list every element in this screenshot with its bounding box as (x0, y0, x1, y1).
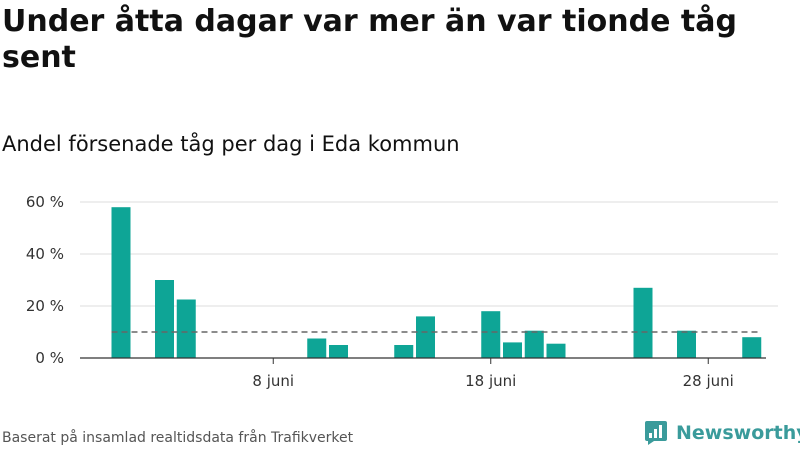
bar (633, 287, 653, 358)
newsworthy-logo-icon (645, 421, 667, 445)
y-axis-tick-labels: 0 % 20 % 40 % 60 % (26, 193, 64, 367)
bar (155, 280, 174, 358)
bars (111, 207, 762, 358)
y-tick-label: 20 % (26, 297, 64, 315)
bar (481, 311, 501, 358)
y-tick-label: 60 % (26, 193, 64, 211)
bar (524, 330, 544, 358)
x-axis: 8 juni 18 juni 28 juni (80, 357, 766, 390)
chart-title: Under åtta dagar var mer än var tionde t… (2, 4, 737, 75)
bar (329, 345, 348, 358)
bar (394, 345, 414, 358)
gridlines (80, 201, 778, 307)
bar (111, 207, 131, 358)
bar (176, 299, 196, 358)
y-tick-label: 0 % (35, 349, 64, 367)
bar (503, 342, 522, 358)
x-tick-label: 18 juni (465, 372, 516, 390)
bar (742, 337, 762, 358)
y-tick-label: 40 % (26, 245, 64, 263)
bar-chart: 8 juni 18 juni 28 juni 0 % 20 % 40 % 60 % (26, 193, 778, 390)
chart-subtitle: Andel försenade tåg per dag i Eda kommun (2, 132, 460, 156)
bar (546, 343, 566, 358)
source-note: Baserat på insamlad realtidsdata från Tr… (2, 430, 354, 446)
x-tick-label: 8 juni (252, 372, 294, 390)
bar (416, 316, 435, 358)
x-tick-label: 28 juni (683, 372, 734, 390)
brand-logo: Newsworthy (644, 420, 800, 446)
brand-name: Newsworthy (676, 422, 800, 444)
bar (307, 338, 327, 358)
bar (677, 330, 696, 358)
